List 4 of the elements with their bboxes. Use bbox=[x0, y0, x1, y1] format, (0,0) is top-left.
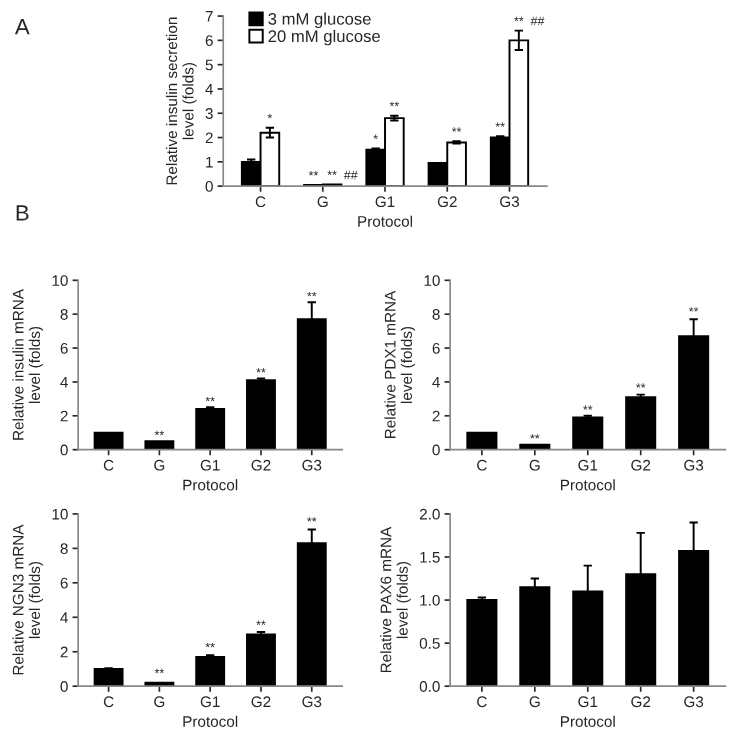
text: A bbox=[14, 19, 30, 35]
legend-label: 20 mM glucose bbox=[268, 29, 380, 46]
text: B bbox=[16, 205, 29, 221]
legend-label: 3 mM glucose bbox=[268, 12, 371, 29]
